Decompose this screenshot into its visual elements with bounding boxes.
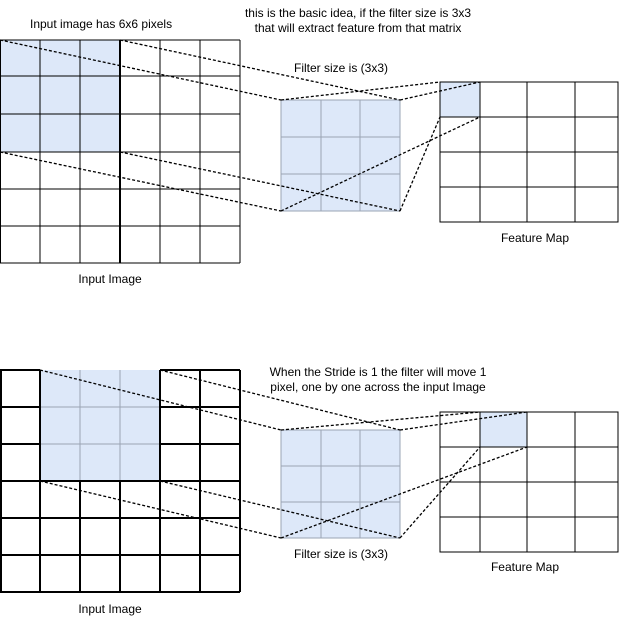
top-input-highlight [0, 40, 120, 152]
top-filter-grid [280, 99, 401, 212]
bottom-filter-label: Filter size is (3x3) [294, 547, 388, 561]
top-heading: Input image has 6x6 pixels [30, 17, 172, 31]
top-feature-grid [439, 81, 619, 223]
top-section: Input image has 6x6 pixels this is the b… [0, 6, 619, 286]
top-input-label: Input Image [78, 272, 142, 286]
bottom-feature-highlight [480, 412, 527, 447]
bottom-note-line1: When the Stride is 1 the filter will mov… [270, 365, 487, 379]
bottom-feature-label: Feature Map [491, 560, 559, 574]
top-connectors [0, 39, 481, 212]
bottom-note-line2: pixel, one by one across the input Image [270, 380, 486, 394]
bottom-input-highlight [40, 370, 160, 481]
top-input-grid [0, 39, 241, 264]
bottom-input-label: Input Image [78, 602, 142, 616]
top-feature-highlight [440, 82, 480, 117]
bottom-section: When the Stride is 1 the filter will mov… [0, 365, 619, 616]
bottom-feature-grid [439, 411, 619, 553]
top-feature-label: Feature Map [501, 231, 569, 245]
top-note-line2: that will extract feature from that matr… [255, 21, 462, 35]
bottom-input-grid [0, 369, 241, 593]
bottom-filter-grid [280, 429, 401, 539]
bottom-connectors [39, 369, 528, 539]
top-note-line1: this is the basic idea, if the filter si… [245, 6, 471, 20]
top-filter-label: Filter size is (3x3) [294, 61, 388, 75]
